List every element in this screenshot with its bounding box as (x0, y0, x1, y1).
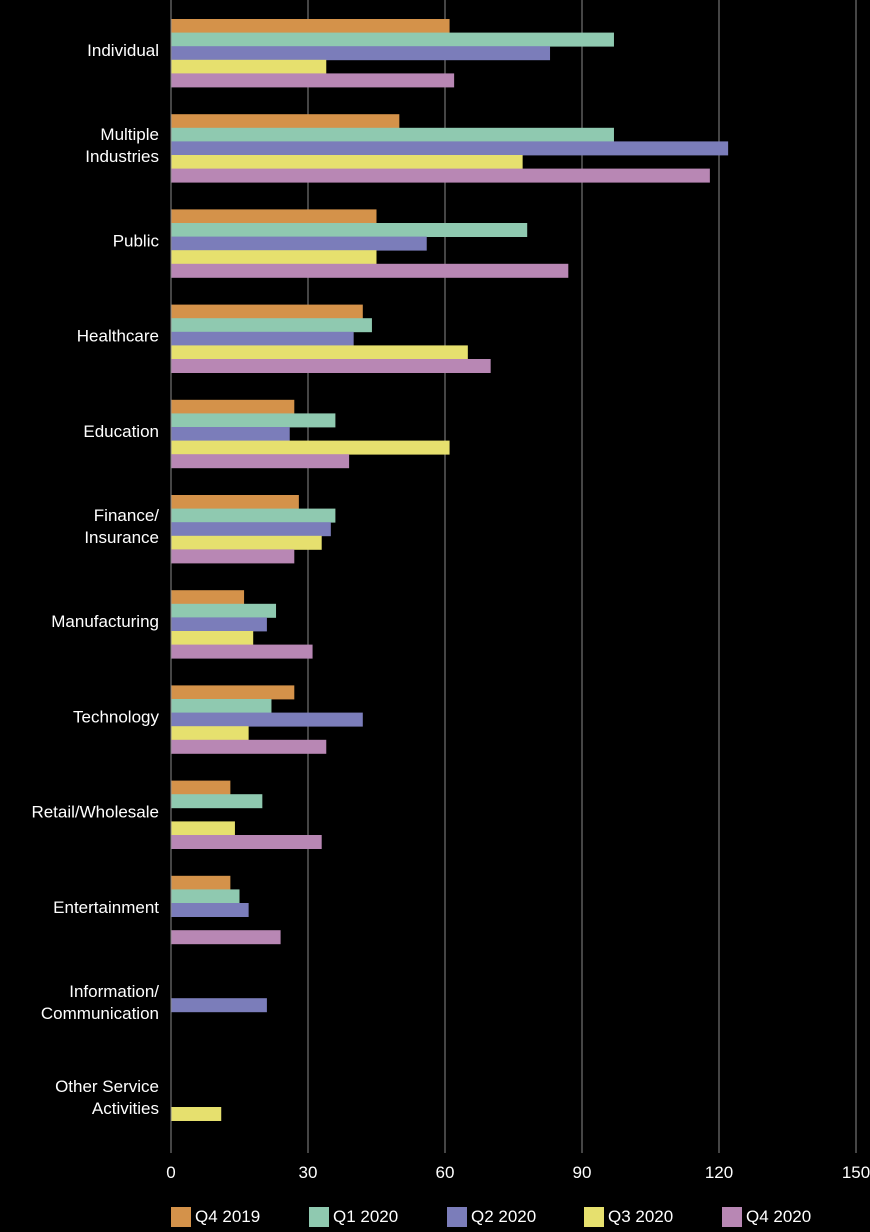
bar (171, 495, 299, 509)
bar (171, 236, 427, 251)
legend-swatch (309, 1207, 329, 1227)
bar (171, 331, 354, 346)
bar (171, 590, 245, 605)
bar (171, 46, 551, 61)
legend-item: Q2 2020 (447, 1206, 536, 1228)
bar (171, 59, 327, 74)
category-label: Entertainment (53, 898, 159, 917)
bar (171, 1107, 222, 1121)
category-label: Public (113, 232, 160, 251)
bar (171, 998, 267, 1013)
legend-label: Q4 2020 (746, 1207, 812, 1226)
bar (171, 508, 336, 523)
bar (171, 250, 377, 265)
category-label: Healthcare (77, 327, 159, 346)
bar (171, 685, 295, 700)
legend-swatch (584, 1207, 604, 1227)
category-label: Multiple Industries (85, 126, 159, 167)
bar (171, 889, 240, 904)
bar (171, 535, 322, 550)
bar (171, 440, 450, 455)
bar (171, 223, 528, 237)
bar (171, 318, 372, 333)
bar (171, 427, 290, 441)
x-tick-label: 30 (299, 1163, 318, 1182)
x-tick-label: 90 (573, 1163, 592, 1182)
bar (171, 549, 295, 564)
bar (171, 522, 331, 537)
category-label: Individual (87, 41, 159, 60)
bar (171, 32, 614, 47)
x-tick-label: 0 (166, 1163, 175, 1182)
legend-swatch (722, 1207, 742, 1227)
bar (171, 903, 249, 917)
bar (171, 603, 277, 618)
bar (171, 168, 710, 183)
x-tick-label: 120 (705, 1163, 733, 1182)
bar (171, 617, 267, 632)
chart-svg: Individual Multiple Industries Public Health… (31, 0, 870, 1182)
bar (171, 875, 231, 890)
category-label: Retail/Wholesale (31, 803, 159, 822)
bar (171, 114, 400, 129)
bar (171, 127, 614, 142)
category-label: Technology (73, 708, 160, 727)
x-tick-label: 60 (436, 1163, 455, 1182)
legend-label: Q2 2020 (471, 1207, 537, 1226)
bar (171, 209, 377, 224)
bar (171, 141, 729, 156)
bar (171, 359, 491, 373)
category-label: Manufacturing (51, 613, 159, 632)
legend-item: Q1 2020 (309, 1206, 398, 1228)
legend-item: Q3 2020 (584, 1206, 673, 1228)
bar (171, 73, 455, 88)
bar (171, 644, 313, 659)
bar (171, 413, 336, 428)
bar (171, 631, 254, 645)
legend-item: Q4 2019 (171, 1206, 260, 1228)
legend-label: Q1 2020 (333, 1207, 399, 1226)
category-label: Information/Communication (41, 982, 159, 1023)
legend-item: Q4 2020 (722, 1206, 811, 1228)
bar (171, 19, 450, 33)
bar (171, 821, 235, 836)
category-label: Finance/Insurance (84, 506, 159, 547)
bar (171, 794, 263, 809)
category-label: Education (83, 422, 159, 441)
bar (171, 454, 350, 469)
bar (171, 699, 272, 713)
legend-swatch (171, 1207, 191, 1227)
bar (171, 835, 322, 849)
bar (171, 726, 249, 741)
bar (171, 263, 569, 278)
legend-label: Q3 2020 (608, 1207, 674, 1226)
legend-label: Q4 2019 (195, 1207, 261, 1226)
x-tick-label: 150 (842, 1163, 870, 1182)
bar (171, 304, 363, 319)
bar (171, 930, 281, 945)
bar (171, 399, 295, 414)
bar (171, 780, 231, 795)
legend-swatch (447, 1207, 467, 1227)
chart-legend: Q4 2019 Q1 2020 Q2 2020 Q3 2020 Q4 2020 (0, 1206, 870, 1228)
bar (171, 155, 523, 169)
bar (171, 712, 363, 727)
category-label: Other Service Activities (55, 1078, 159, 1119)
bar (171, 739, 327, 754)
bar (171, 345, 468, 360)
